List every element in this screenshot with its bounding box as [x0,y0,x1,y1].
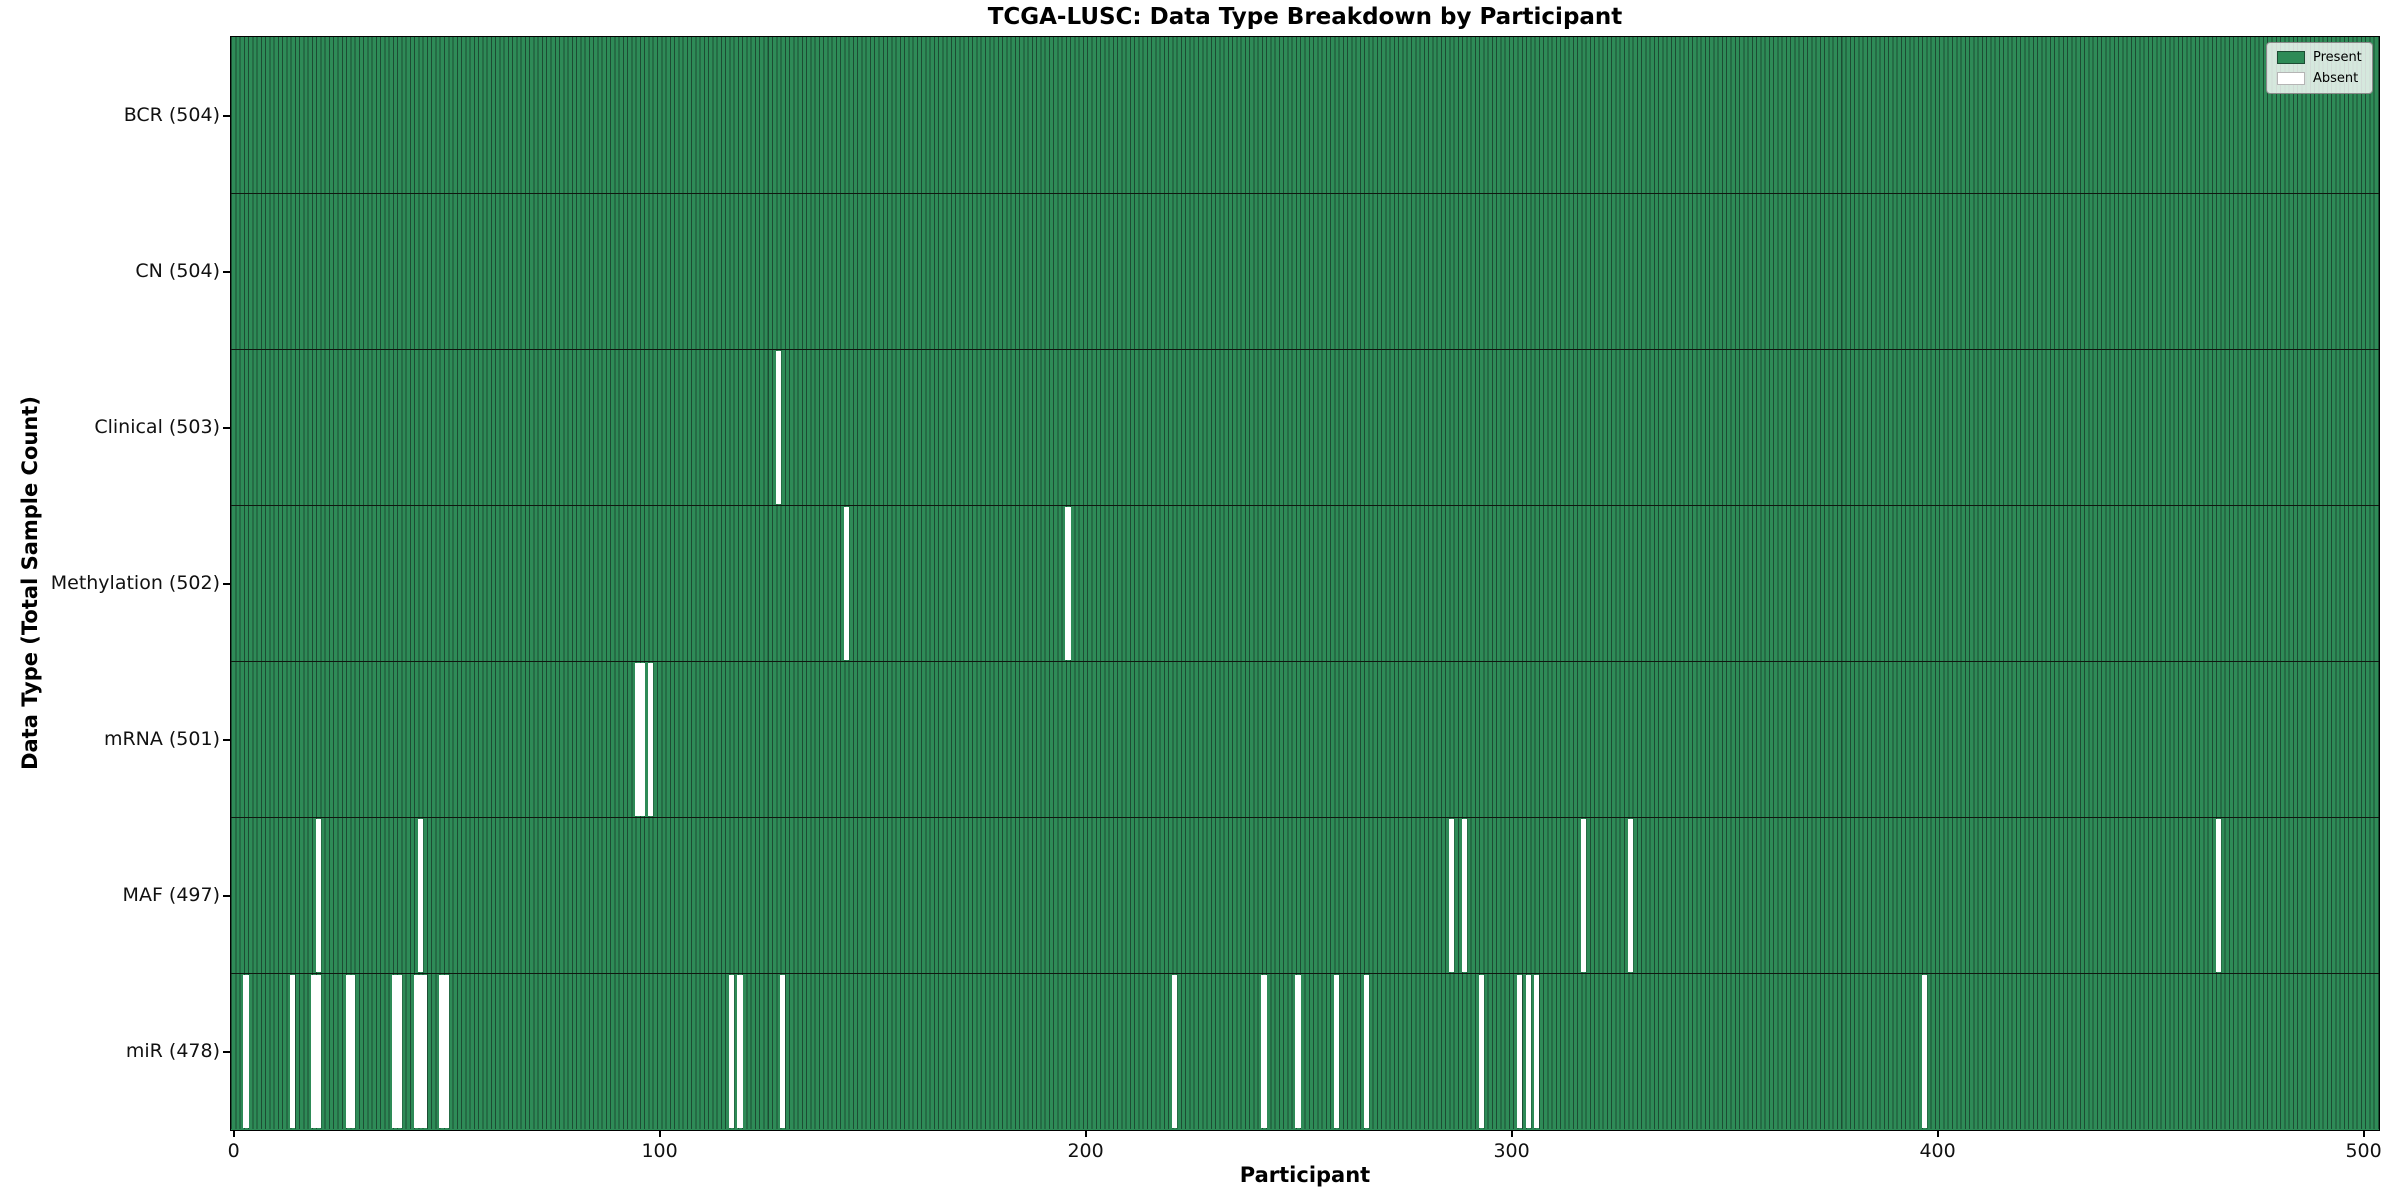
heatmap-row [231,973,2379,1129]
absent-gap [417,975,424,1128]
absent-gap [635,663,641,816]
x-tick [1936,1130,1939,1137]
y-tick-label: Methylation (502) [50,571,220,594]
x-axis-label: Participant [1239,1163,1371,1187]
absent-gap [1525,975,1531,1128]
y-tick-label: MAF (497) [122,883,220,906]
absent-gap [1065,507,1071,660]
y-tick [223,1050,230,1053]
absent-gap [1363,975,1369,1128]
x-tick [1084,1130,1087,1137]
legend-present-label: Present [2313,50,2362,65]
absent-gap [443,975,449,1128]
absent-gap [315,975,321,1128]
x-tick [2362,1130,2365,1137]
absent-gap [1516,975,1523,1128]
y-tick [223,582,230,585]
x-tick [658,1130,661,1137]
x-tick-label: 400 [1919,1140,1956,1162]
absent-gap [417,819,424,972]
y-tick [223,738,230,741]
absent-gap [1295,975,1301,1128]
absent-gap [1333,975,1340,1128]
x-tick-label: 500 [2345,1140,2382,1162]
heatmap-row [231,349,2379,505]
absent-gap [396,975,402,1128]
absent-gap [1448,819,1455,972]
legend-present-swatch [2277,51,2305,64]
y-tick [223,114,230,117]
heatmap-row [231,661,2379,817]
legend: Present Absent [2266,42,2373,94]
y-tick-label: mRNA (501) [103,727,220,750]
absent-gap [413,975,419,1128]
absent-gap [243,975,249,1128]
absent-gap [737,975,743,1128]
absent-gap [392,975,398,1128]
x-tick-label: 100 [641,1140,678,1162]
legend-entry-absent: Absent [2277,71,2362,86]
absent-gap [1534,975,1540,1128]
absent-gap [1627,819,1633,972]
absent-gap [422,975,428,1128]
x-tick [232,1130,235,1137]
legend-absent-label: Absent [2313,71,2359,86]
absent-gap [639,663,645,816]
absent-gap [439,975,445,1128]
absent-gap [775,351,782,504]
absent-gap [315,819,321,972]
x-tick-label: 200 [1067,1140,1104,1162]
heatmap-row [231,193,2379,349]
absent-gap [290,975,296,1128]
absent-gap [1261,975,1267,1128]
absent-gap [349,975,356,1128]
y-tick-label: BCR (504) [123,103,220,126]
chart-title: TCGA-LUSC: Data Type Breakdown by Partic… [987,4,1623,30]
y-tick [223,270,230,273]
heatmap-row [231,505,2379,661]
legend-entry-present: Present [2277,50,2362,65]
absent-gap [647,663,654,816]
heatmap-row [231,37,2379,193]
legend-absent-swatch [2277,72,2305,85]
x-tick [1510,1130,1513,1137]
absent-gap [1921,975,1927,1128]
y-tick-label: miR (478) [125,1039,220,1062]
heatmap-row [231,817,2379,973]
y-tick-label: Clinical (503) [94,415,220,438]
absent-gap [1580,819,1587,972]
absent-gap [1478,975,1484,1128]
y-tick [223,894,230,897]
absent-gap [780,975,786,1128]
absent-gap [843,507,850,660]
x-tick-label: 0 [227,1140,240,1162]
plot-area [230,36,2380,1131]
absent-gap [1461,819,1467,972]
absent-gap [728,975,735,1128]
y-tick [223,426,230,429]
absent-gap [345,975,351,1128]
absent-gap [1171,975,1178,1128]
y-tick-label: CN (504) [135,259,220,282]
absent-gap [311,975,317,1128]
x-tick-label: 300 [1493,1140,1530,1162]
absent-gap [2215,819,2221,972]
